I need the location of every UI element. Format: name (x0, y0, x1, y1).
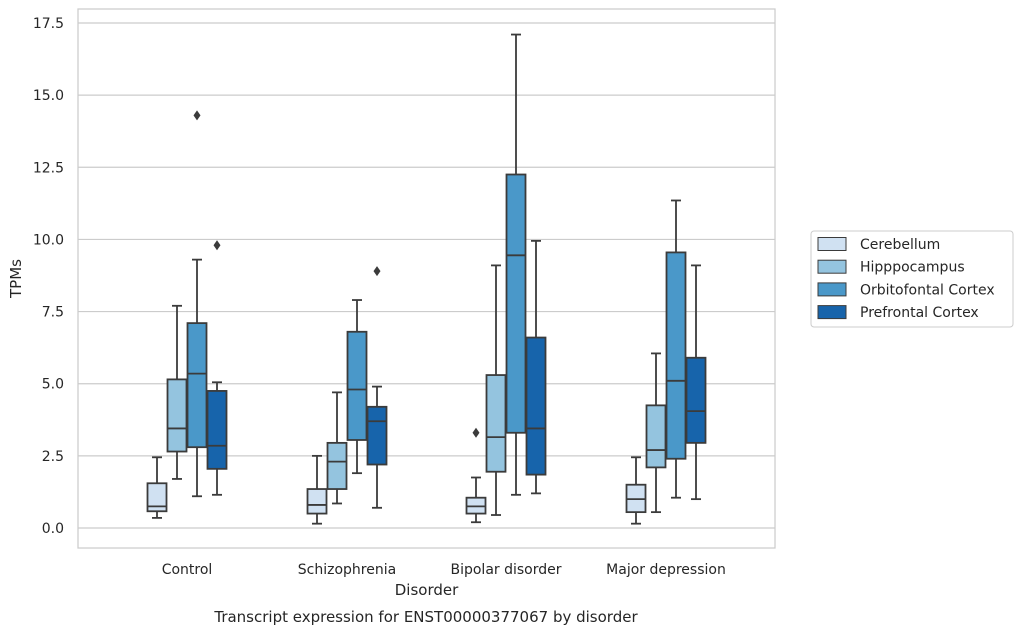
box-iqr (525, 336, 547, 476)
x-tick-label: Bipolar disorder (450, 562, 561, 578)
box-iqr (166, 378, 188, 453)
box-iqr (685, 356, 707, 444)
x-tick-label: Schizophrenia (298, 562, 396, 578)
outlier-point (213, 240, 221, 251)
y-tick-label: 15.0 (33, 88, 64, 104)
y-tick-label: 12.5 (33, 160, 64, 176)
legend-swatch (817, 305, 847, 320)
box-orbitofontal-cortex (186, 110, 208, 498)
legend-label: Cerebellum (860, 237, 940, 253)
box-cerebellum (306, 454, 328, 525)
y-tick-label: 17.5 (33, 16, 64, 32)
box-orbitofontal-cortex (665, 199, 687, 499)
box-iqr (485, 374, 507, 473)
box-iqr (665, 251, 687, 460)
box-iqr (306, 488, 328, 515)
legend: Cerebellum Hipppocampus Orbitofontal Corte… (810, 230, 1014, 328)
box-cerebellum (146, 456, 168, 519)
x-axis-ticks: Control Schizophrenia Bipolar disorder Majo… (162, 562, 726, 578)
x-tick-label: Major depression (606, 562, 726, 578)
box-hipppocampus (485, 264, 507, 516)
x-tick-label: Control (162, 562, 213, 578)
legend-swatch (817, 237, 847, 251)
outlier-point (193, 110, 201, 121)
legend-swatch (817, 259, 847, 274)
x-axis-label: Disorder (395, 581, 459, 599)
y-axis-label: TPMs (7, 259, 25, 299)
y-tick-label: 2.5 (42, 449, 64, 465)
box-cerebellum (625, 456, 647, 525)
legend-frame (810, 230, 1014, 328)
outlier-point (373, 266, 381, 277)
outlier-point (472, 427, 480, 438)
box-prefrontal-cortex (525, 239, 547, 495)
box-iqr (326, 441, 348, 490)
box-prefrontal-cortex (206, 240, 228, 496)
box-plot-area (146, 33, 707, 525)
box-hipppocampus (326, 391, 348, 505)
chart-title: Transcript expression for ENST0000037706… (213, 608, 638, 626)
y-tick-label: 5.0 (42, 377, 64, 393)
y-tick-label: 10.0 (33, 232, 64, 248)
box-iqr (505, 173, 527, 434)
box-orbitofontal-cortex (505, 33, 527, 496)
box-hipppocampus (645, 352, 667, 514)
box-iqr (186, 322, 208, 449)
box-iqr (346, 330, 368, 441)
box-iqr (366, 405, 388, 466)
legend-label: Hipppocampus (860, 260, 965, 276)
legend-label: Prefrontal Cortex (860, 305, 979, 321)
legend-label: Orbitofontal Cortex (860, 282, 995, 298)
box-prefrontal-cortex (685, 264, 707, 501)
y-axis-ticks: 0.0 2.5 5.0 7.5 10.0 12.5 15.0 17.5 (33, 16, 64, 537)
box-orbitofontal-cortex (346, 299, 368, 475)
box-iqr (146, 482, 168, 513)
box-cerebellum (465, 427, 487, 524)
plot-frame (77, 8, 776, 549)
y-tick-label: 0.0 (42, 521, 64, 537)
y-tick-label: 7.5 (42, 305, 64, 321)
box-iqr (206, 390, 228, 470)
box-hipppocampus (166, 304, 188, 480)
box-prefrontal-cortex (366, 266, 388, 509)
legend-swatch (817, 282, 847, 297)
box-iqr (645, 404, 667, 469)
